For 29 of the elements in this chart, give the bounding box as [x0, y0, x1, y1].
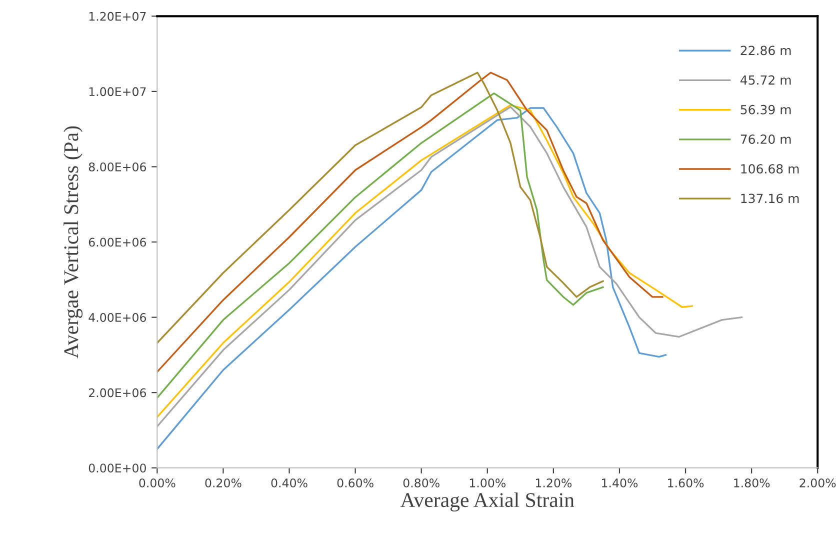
- x-tick-label: 1.60%: [668, 478, 704, 488]
- y-tick-label: 1.20E+07: [89, 12, 146, 21]
- x-tick-label: 1.80%: [734, 478, 770, 488]
- x-tick-label: 0.80%: [403, 478, 440, 488]
- legend-label: 45.72 m: [740, 75, 791, 85]
- y-tick-label: 0.00E+00: [88, 464, 146, 473]
- x-tick-label: 1.40%: [602, 478, 638, 488]
- y-axis-title: Avergae Vertical Stress (Pa): [64, 126, 83, 358]
- x-axis-title: Average Axial Strain: [400, 492, 574, 512]
- y-tick-label: 6.00E+06: [88, 238, 146, 247]
- line-series: [157, 72, 604, 344]
- x-tick-label: 1.20%: [536, 478, 572, 488]
- legend-label: 106.68 m: [741, 164, 799, 174]
- y-tick-label: 4.00E+06: [88, 313, 146, 322]
- legend-label: 22.86 m: [740, 46, 791, 56]
- x-tick-label: 0.00%: [139, 478, 176, 488]
- line-series: [157, 92, 604, 399]
- y-tick-label: 2.00E+06: [88, 388, 146, 398]
- legend-label: 56.39 m: [740, 104, 791, 114]
- x-tick-label: 0.40%: [271, 478, 308, 488]
- legend-label: 137.16 m: [741, 194, 799, 204]
- x-tick-label: 0.60%: [337, 478, 374, 488]
- legend-label: 76.20 m: [740, 134, 791, 144]
- y-tick-label: 1.00E+07: [89, 87, 146, 96]
- y-tick-label: 8.00E+06: [88, 162, 146, 172]
- x-tick-label: 1.00%: [470, 478, 506, 488]
- x-tick-label: 0.20%: [205, 478, 242, 488]
- x-tick-label: 2.00%: [800, 478, 836, 488]
- line-series: [157, 72, 664, 373]
